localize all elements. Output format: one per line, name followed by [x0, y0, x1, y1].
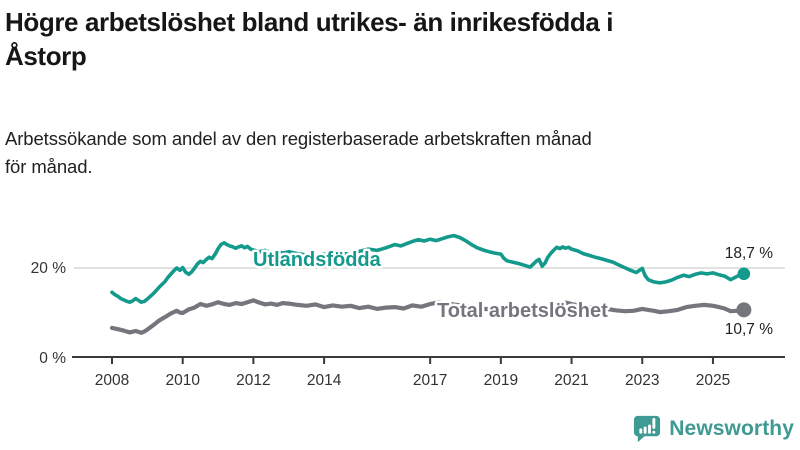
x-tick-label: 2023 — [625, 372, 659, 389]
end-dot-utlandsfodda — [737, 267, 751, 281]
series-label-total: Total arbetslöshet — [437, 300, 608, 322]
brand-footer: Newsworthy — [631, 413, 794, 444]
series-line-total — [109, 298, 744, 335]
x-tick-label: 2010 — [165, 372, 200, 389]
brand-name: Newsworthy — [669, 416, 794, 440]
y-tick-label: 20 % — [31, 260, 67, 277]
end-dot-total — [736, 302, 752, 318]
series-line-utlandsfodda — [110, 233, 743, 305]
subtitle-line-2: för månad. — [5, 155, 93, 177]
x-tick-label: 2021 — [554, 372, 588, 389]
x-tick-label: 2014 — [307, 372, 342, 389]
end-value-label-total: 10,7 % — [725, 321, 773, 338]
x-tick-label: 2019 — [484, 372, 518, 389]
series-label-utlandsfodda: Utlandsfödda — [253, 249, 382, 271]
x-tick-label: 2017 — [413, 372, 447, 389]
y-tick-label: 0 % — [39, 350, 66, 367]
end-value-label-utlandsfodda: 18,7 % — [725, 245, 773, 262]
x-tick-label: 2025 — [696, 372, 730, 389]
chart-subtitle: Arbetssökande som andel av den registerb… — [5, 125, 725, 181]
title-line-2: Åstorp — [5, 41, 87, 72]
title-line-1: Högre arbetslöshet bland utrikes- än inr… — [5, 7, 614, 37]
x-tick-label: 2012 — [236, 372, 270, 389]
subtitle-line-1: Arbetssökande som andel av den registerb… — [5, 128, 592, 149]
x-tick-label: 2008 — [95, 372, 129, 389]
page-title: Högre arbetslöshet bland utrikes- än inr… — [5, 5, 791, 74]
newsworthy-logo-icon — [634, 415, 661, 443]
